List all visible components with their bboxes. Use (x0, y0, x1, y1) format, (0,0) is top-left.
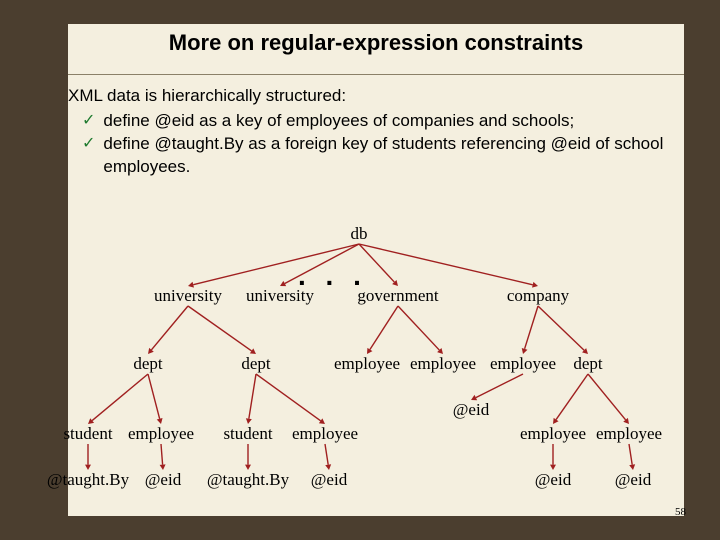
tree-node-eid_d3a: @eid (528, 470, 578, 490)
slide-title: More on regular-expression constraints (68, 30, 684, 56)
tree-node-dept3: dept (568, 354, 608, 374)
tree-node-uni2: university (240, 286, 320, 306)
tree-node-eid_c1: @eid (446, 400, 496, 420)
page-number: 58 (675, 506, 686, 518)
tree-node-emp_g2: employee (406, 354, 480, 374)
slide-outer: More on regular-expression constraints X… (0, 0, 720, 540)
tree-node-eid_d1: @eid (138, 470, 188, 490)
tree-node-eid_d2: @eid (304, 470, 354, 490)
tree-node-emp_c1: employee (486, 354, 560, 374)
tree-node-comp: company (498, 286, 578, 306)
tree-node-gov: government (348, 286, 448, 306)
tree-node-dept2: dept (236, 354, 276, 374)
tree-node-emp_d3b: employee (592, 424, 666, 444)
bullet-item: ✓ define @eid as a key of employees of c… (82, 110, 684, 133)
tree-diagram: db. . .universityuniversitygovernmentcom… (68, 224, 684, 516)
tree-node-tby1: @taught.By (40, 470, 136, 490)
check-icon: ✓ (82, 133, 95, 155)
bullet-list: ✓ define @eid as a key of employees of c… (68, 110, 684, 179)
bullet-text: define @taught.By as a foreign key of st… (103, 133, 684, 179)
tree-node-eid_d3b: @eid (608, 470, 658, 490)
tree-node-tby2: @taught.By (200, 470, 296, 490)
tree-node-db: db (344, 224, 374, 244)
tree-node-emp_d2: employee (288, 424, 362, 444)
tree-node-stu2: student (218, 424, 278, 444)
tree-node-emp_g1: employee (330, 354, 404, 374)
check-icon: ✓ (82, 110, 95, 132)
bullet-text: define @eid as a key of employees of com… (103, 110, 684, 133)
tree-node-emp_d3a: employee (516, 424, 590, 444)
bullet-item: ✓ define @taught.By as a foreign key of … (82, 133, 684, 179)
tree-node-uni1: university (148, 286, 228, 306)
title-rule (68, 74, 684, 75)
intro-text: XML data is hierarchically structured: (68, 85, 684, 108)
tree-node-stu1: student (58, 424, 118, 444)
slide-content: More on regular-expression constraints X… (68, 24, 684, 516)
tree-node-emp_d1: employee (124, 424, 198, 444)
tree-node-dept1: dept (128, 354, 168, 374)
